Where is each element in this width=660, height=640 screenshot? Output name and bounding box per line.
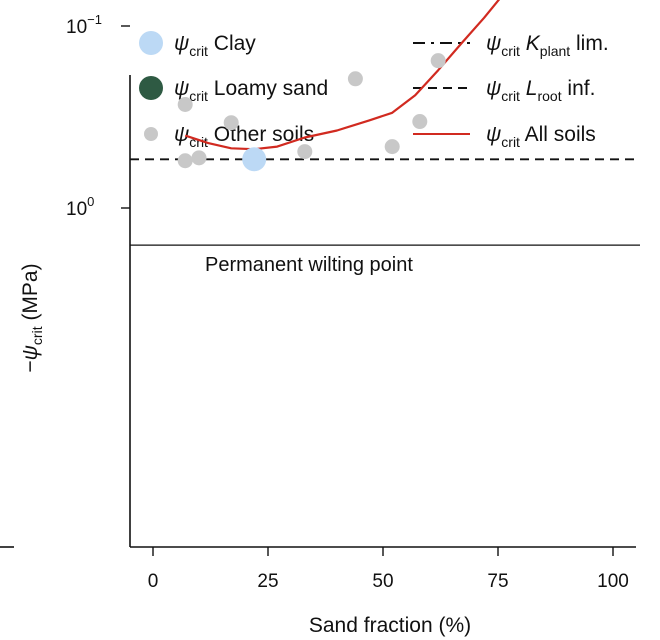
other-soil-point <box>223 115 239 131</box>
other-soil-point <box>430 53 446 69</box>
legend-item-all-soils: ψcrit All soils <box>413 123 596 150</box>
legend-marker <box>139 76 163 100</box>
legend-item-plant: ψcrit Kplant lim. <box>413 32 609 59</box>
other-soil-point <box>191 150 207 166</box>
other-soil-point <box>347 71 363 87</box>
y-axis-title: −ψcrit (MPa) <box>19 263 45 372</box>
legend-item-clay: ψcrit Clay <box>139 31 256 59</box>
legend-item-loamy-sand: ψcrit Loamy sand <box>139 76 328 104</box>
x-tick-label: 25 <box>257 571 278 592</box>
legend-label: ψcrit Lroot inf. <box>486 77 595 104</box>
x-tick-label: 75 <box>487 571 508 592</box>
x-tick-label: 0 <box>148 571 159 592</box>
other-soil-point <box>412 114 428 130</box>
other-soil-point <box>177 97 193 113</box>
legend-label: ψcrit Other soils <box>174 123 314 150</box>
y-tick-label: 100 <box>66 194 94 220</box>
legend-item-root: ψcrit Lroot inf. <box>413 77 595 104</box>
other-soil-point <box>177 153 193 169</box>
legend-marker <box>139 31 163 55</box>
y-tick-label: 10−1 <box>66 12 102 38</box>
legend-label: ψcrit Kplant lim. <box>486 32 609 59</box>
legend-label: ψcrit All soils <box>486 123 596 150</box>
legend-marker <box>144 127 158 141</box>
legend-label: ψcrit Clay <box>174 32 256 59</box>
highlight-point <box>242 147 267 172</box>
legend-label: ψcrit Loamy sand <box>174 77 328 104</box>
x-axis-title: Sand fraction (%) <box>309 614 471 637</box>
permanent-wilting-point-label: Permanent wilting point <box>205 254 413 276</box>
all-soils-fit-line <box>184 0 501 151</box>
other-soil-point <box>297 144 313 160</box>
x-tick-label: 50 <box>372 571 393 592</box>
x-tick-label: 100 <box>597 571 629 592</box>
other-soil-point <box>384 139 400 155</box>
